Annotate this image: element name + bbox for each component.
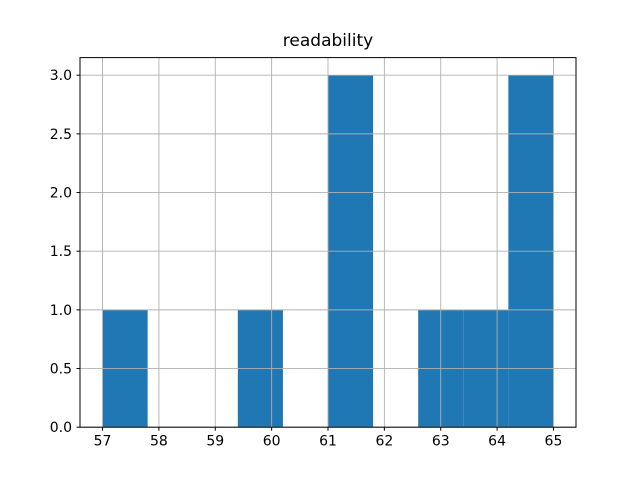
x-tick-label: 63	[432, 434, 450, 450]
y-tick-label: 1.5	[50, 244, 72, 260]
y-tick-label: 2.0	[50, 186, 72, 202]
y-tick-label: 0.0	[50, 420, 72, 436]
chart-title: readability	[282, 31, 374, 51]
x-tick-label: 61	[319, 434, 337, 450]
y-tick-label: 1.0	[50, 303, 72, 319]
x-tick-label: 64	[488, 434, 506, 450]
y-tick-label: 2.5	[50, 127, 72, 143]
y-tick-label: 3.0	[50, 68, 72, 84]
x-tick-label: 65	[545, 434, 563, 450]
x-tick-label: 60	[263, 434, 281, 450]
x-tick-label: 59	[206, 434, 224, 450]
x-tick-label: 62	[375, 434, 393, 450]
x-tick-label: 57	[94, 434, 112, 450]
x-tick-label: 58	[150, 434, 168, 450]
y-tick-label: 0.5	[50, 362, 72, 378]
